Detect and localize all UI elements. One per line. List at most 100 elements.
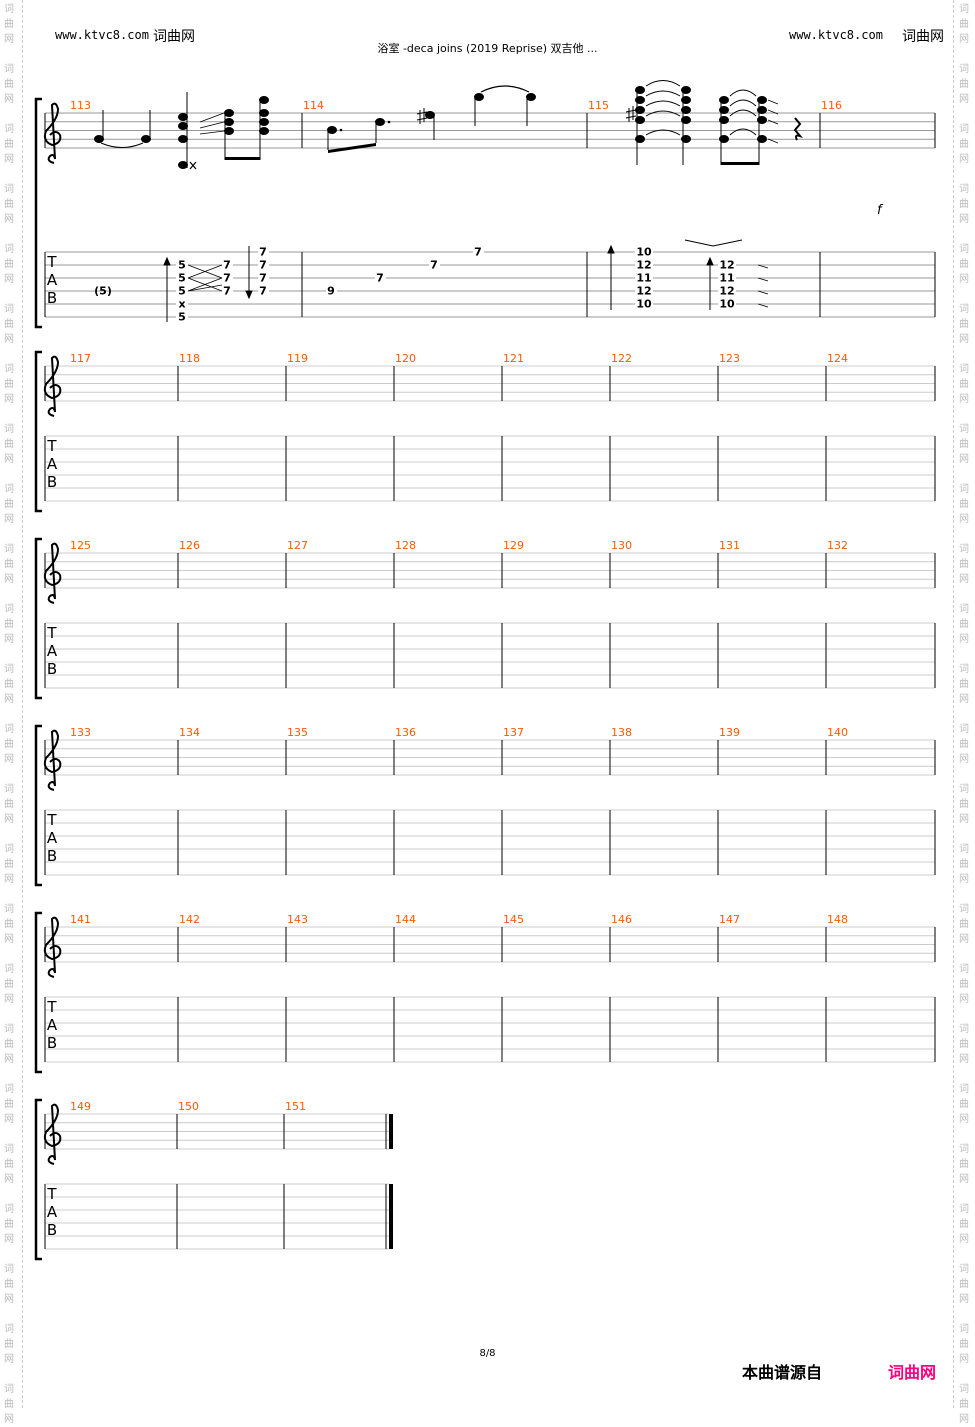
watermark-text: 词曲网 <box>959 1264 969 1305</box>
measure-number: 131 <box>719 539 740 552</box>
watermark-text: 词曲网 <box>959 904 969 945</box>
header-right-site: www.ktvc8.com <box>789 28 883 42</box>
measure-number: 121 <box>503 352 524 365</box>
measure-number: 116 <box>821 99 842 112</box>
measure-number: 135 <box>287 726 308 739</box>
watermark-text: 词曲网 <box>959 424 969 465</box>
tab-fret: x <box>178 298 185 311</box>
measure-number: 130 <box>611 539 632 552</box>
footer-brand-link[interactable]: 词曲网 <box>888 1363 937 1382</box>
dynamic-forte: f <box>877 203 884 218</box>
watermark-text: 词曲网 <box>4 1084 14 1125</box>
system-bracket <box>34 724 42 887</box>
measure-number: 150 <box>178 1100 199 1113</box>
slide-lines <box>187 264 223 292</box>
sharp-icon <box>416 108 428 124</box>
tab-fret: 12 <box>636 285 651 298</box>
tab-clef-letter: B <box>47 289 57 307</box>
system-bracket <box>34 350 42 513</box>
tab-clef-letter: T <box>46 1185 57 1203</box>
watermark-text: 词曲网 <box>4 244 14 285</box>
watermark-text: 词曲网 <box>4 4 14 45</box>
measure-number: 117 <box>70 352 91 365</box>
watermark-text: 词曲网 <box>959 364 969 405</box>
tab-clef-letter: A <box>47 1203 58 1221</box>
chord <box>719 89 779 165</box>
chord <box>178 92 197 170</box>
measure-number: 133 <box>70 726 91 739</box>
measure-number: 142 <box>179 913 200 926</box>
bend-mark <box>684 239 743 247</box>
watermark-text: 词曲网 <box>959 184 969 225</box>
watermark-text: 词曲网 <box>959 4 969 45</box>
measure-number: 113 <box>70 99 91 112</box>
system1-tab-marks <box>163 239 769 322</box>
tab-ghost-note: (5) <box>94 285 112 298</box>
tab-clef-letter: A <box>47 829 58 847</box>
watermark-text: 词曲网 <box>4 844 14 885</box>
treble-clef-icon <box>43 916 62 978</box>
measure-number: 129 <box>503 539 524 552</box>
tab-clef-letter: T <box>46 624 57 642</box>
measure-number: 137 <box>503 726 524 739</box>
watermark-text: 词曲网 <box>959 664 969 705</box>
tab-fret: 12 <box>719 285 734 298</box>
measure-number: 144 <box>395 913 416 926</box>
header-right-brand: 词曲网 <box>902 29 944 45</box>
treble-clef-icon <box>43 1103 62 1165</box>
header-left-site: www.ktvc8.com <box>55 28 149 42</box>
watermark-text: 词曲网 <box>959 724 969 765</box>
watermark-text: 词曲网 <box>959 1144 969 1185</box>
final-barline <box>389 1184 393 1249</box>
watermark-text: 词曲网 <box>4 1204 14 1245</box>
watermark-text: 词曲网 <box>4 484 14 525</box>
tab-clef-letter: T <box>46 437 57 455</box>
measure-number: 124 <box>827 352 848 365</box>
chord <box>199 96 269 160</box>
watermark-text: 词曲网 <box>4 424 14 465</box>
watermark-text: 词曲网 <box>959 1084 969 1125</box>
eighth-note <box>416 108 435 140</box>
final-barline <box>389 1114 393 1149</box>
watermark-text: 词曲网 <box>4 364 14 405</box>
tie <box>100 142 144 148</box>
system-bracket <box>34 97 42 329</box>
system: TAB 133 134 135 136 137 138 139 140 <box>34 724 936 887</box>
watermark-text: 词曲网 <box>959 64 969 105</box>
page-title: 浴室 -deca joins (2019 Reprise) 双吉他 ... <box>377 42 598 55</box>
watermark-text: 词曲网 <box>959 784 969 825</box>
system: TAB 125 126 127 128 129 130 131 132 <box>34 537 936 700</box>
tab-clef-letter: B <box>47 1221 57 1239</box>
watermark-text: 词曲网 <box>4 124 14 165</box>
tab-fret: 7 <box>430 259 438 272</box>
tab-fret: 7 <box>259 246 267 259</box>
measure-number: 123 <box>719 352 740 365</box>
watermark-text: 词曲网 <box>4 964 14 1005</box>
tied-notes <box>474 85 536 126</box>
watermark-text: 词曲网 <box>959 544 969 585</box>
measure-number: 145 <box>503 913 524 926</box>
tab-fret: 11 <box>636 272 651 285</box>
watermark-text: 词曲网 <box>959 1204 969 1245</box>
measure-number: 122 <box>611 352 632 365</box>
system1-tab-numbers: (5) 5 5 5 x 5 7 7 7 7 7 7 7 9 7 7 7 10 1… <box>94 246 736 324</box>
measure-number: 132 <box>827 539 848 552</box>
treble-clef-icon <box>43 729 62 791</box>
watermark-text: 词曲网 <box>959 1324 969 1365</box>
measure-number: 138 <box>611 726 632 739</box>
tab-clef-letter: B <box>47 847 57 865</box>
tab-clef-letter: A <box>47 642 58 660</box>
system-bracket <box>34 537 42 700</box>
page-number: 8/8 <box>479 1348 496 1359</box>
measure-number: 114 <box>303 99 324 112</box>
system: TAB 117 118 119 120 121 122 123 124 <box>34 350 936 513</box>
measure-number: 119 <box>287 352 308 365</box>
notehead <box>94 135 104 143</box>
measure-number: 125 <box>70 539 91 552</box>
tab-fret: 5 <box>178 272 186 285</box>
measure-number: 140 <box>827 726 848 739</box>
measure-number: 149 <box>70 1100 91 1113</box>
watermark-text: 词曲网 <box>959 964 969 1005</box>
